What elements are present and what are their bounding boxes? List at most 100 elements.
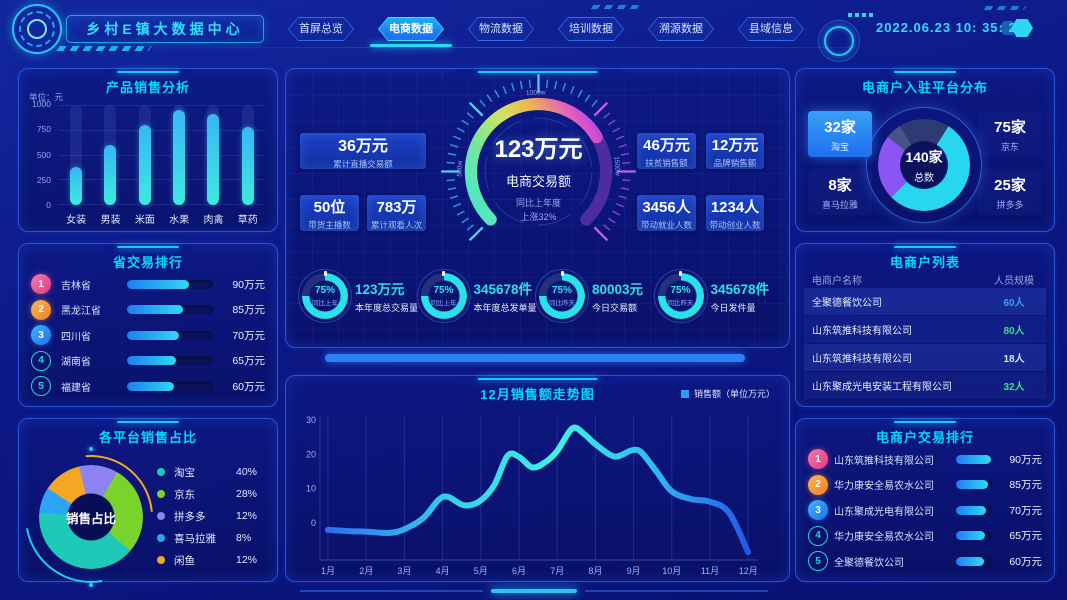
svg-text:1000w: 1000w (526, 89, 546, 97)
rank-bar-track (956, 531, 992, 540)
rank-value: 60万元 (1009, 555, 1042, 568)
rank-badge: 3 (808, 500, 828, 520)
legend-percent: 28% (236, 488, 258, 500)
kpi-label: 本年度总交易量 (355, 303, 419, 313)
rank-badge: 2 (31, 299, 51, 320)
tab-培训数据[interactable]: 培训数据 (558, 17, 624, 41)
panel-platform-distribution: 电商户入驻平台分布 32家 淘宝 75家 京东 8家 喜马拉雅 25家 拼多多 … (795, 68, 1055, 232)
merchant-size: 60人 (1003, 298, 1025, 309)
rank-badge: 3 (31, 325, 51, 345)
dist-box-pdd[interactable]: 25家 拼多多 (978, 169, 1042, 215)
page-title: 乡村E镇大数据中心 (66, 15, 264, 43)
kpi-label: 今日发件量 (710, 303, 756, 313)
tab-label: 县域信息 (739, 18, 803, 40)
kpi-value: 123万元 (355, 282, 405, 297)
rank-bar-track (956, 505, 992, 515)
rank-badge: 2 (808, 474, 828, 495)
bar-series (59, 105, 265, 205)
rank-badge: 4 (31, 350, 51, 371)
svg-text:30: 30 (306, 415, 316, 425)
dist-total-value: 140家 (905, 148, 943, 165)
footer-glow-bar (491, 589, 577, 593)
rank-row-5: 5 福建省 60万元 (31, 376, 265, 396)
tab-label: 培训数据 (559, 18, 623, 40)
app-logo-icon (12, 4, 62, 54)
legend-item-淘宝: 淘宝 40% (157, 461, 257, 483)
svg-text:10月: 10月 (662, 566, 681, 576)
rank-value: 70万元 (1009, 504, 1042, 517)
kpi-ring-center: 75% 同比上年 (302, 273, 348, 319)
legend-dot-icon (157, 468, 165, 476)
rank-row-3: 3 山东聚成光电有限公司 70万元 (808, 500, 1042, 520)
share-donut-chart: 销售占比 (0, 425, 183, 600)
kpi-ring-arc (539, 273, 585, 319)
kpi-text: 123万元本年度总交易量 (355, 278, 418, 314)
stat-value: 46万元 (643, 136, 690, 154)
stat-brand-sales: 12万元 品牌销售额 (706, 133, 764, 169)
dist-label: 淘宝 (830, 141, 849, 152)
tab-label: 电商数据 (379, 18, 443, 40)
kpi-percent: 75% (551, 285, 572, 296)
merchant-name: 全聚德餐饮公司 (812, 298, 882, 309)
kpi-donut-row: 75% 同比上年 123万元 本年度总交易量 75% 同比上年 345678件 本年度总发单量… (298, 269, 776, 323)
stat-value: 12万元 (711, 136, 759, 154)
legend-percent: 12% (236, 554, 258, 566)
rank-value: 90万元 (232, 278, 265, 291)
rank-name: 湖南省 (61, 357, 91, 368)
rank-value: 85万元 (232, 304, 265, 316)
stat-value: 3456人 (642, 198, 691, 216)
table-row: 山东筑推科技有限公司 80人 (804, 316, 1046, 343)
dist-box-taobao[interactable]: 32家 淘宝 (808, 111, 872, 157)
rank-badge: 1 (31, 274, 51, 294)
stat-label: 扶贫销售额 (645, 157, 688, 168)
datetime-display: 2022.06.23 10: 35: 23 (876, 20, 1025, 35)
x-tick: 水果 (169, 215, 190, 226)
tab-物流数据[interactable]: 物流数据 (468, 17, 534, 41)
rank-bar-track (127, 381, 213, 391)
transaction-gauge: 500w 1000w 1500w 123万元 电商交易额 同比上年度 上涨32% (436, 69, 641, 274)
ring-decoration (818, 20, 860, 62)
legend-item-喜马拉雅: 喜马拉雅 8% (157, 527, 257, 549)
tab-县域信息[interactable]: 县域信息 (738, 17, 804, 41)
settings-toggle[interactable] (993, 19, 1039, 37)
dist-box-jd[interactable]: 75家 京东 (978, 111, 1042, 157)
bar-肉禽 (207, 105, 220, 205)
kpi-value: 80003元 (592, 282, 644, 297)
scrollbar-handle[interactable] (325, 354, 745, 362)
tab-溯源数据[interactable]: 溯源数据 (648, 17, 714, 41)
y-tick: 500 (36, 149, 51, 160)
rank-bar-track (127, 330, 213, 340)
rank-bar-fill (956, 556, 984, 566)
panel-monthly-trend: 12月销售额走势图 销售额（单位万元） 1月 2月 3月 4月 5月 6月 7月 8月 9月 10… (285, 375, 790, 582)
rank-row-4: 4 华力康安全易农水公司 65万元 (808, 525, 1042, 546)
province-rank-list: 1 吉林省 90万元 2 黑龙江省 85万元 3 四川省 70万元 4 湖南省 65万元 5 福建省 60万… (31, 274, 265, 396)
kpi-percent: 75% (433, 285, 454, 296)
panel-product-sales: 产品销售分析 单位：元 1000 750 500 250 0 女装 男装 米面 水果 肉禽 草药 (18, 68, 278, 232)
legend-percent: 8% (236, 532, 252, 544)
axis-unit-label: 单位：元 (29, 92, 64, 102)
rank-badge: 1 (808, 449, 828, 469)
dist-value: 25家 (994, 176, 1026, 194)
table-row: 全聚德餐饮公司 60人 (804, 288, 1046, 315)
line-chart: 1月 2月 3月 4月 5月 6月 7月 8月 9月 10月 11月 12月 30 20 10 0 (306, 415, 758, 576)
dist-box-ximalaya[interactable]: 8家 喜马拉雅 (808, 169, 872, 215)
tab-首屏总览[interactable]: 首屏总览 (288, 17, 354, 41)
table-row: 山东聚成光电安装工程有限公司 32人 (804, 372, 1046, 399)
svg-text:11月: 11月 (701, 566, 719, 576)
x-tick: 男装 (100, 215, 121, 226)
legend-percent: 12% (236, 510, 258, 522)
tab-label: 溯源数据 (649, 18, 713, 40)
bar-fill (138, 125, 151, 205)
rank-bar-fill (956, 505, 987, 515)
kpi-note: 同比昨天 (667, 300, 694, 307)
legend-item-京东: 京东 28% (157, 483, 257, 505)
kpi-ring: 75% 同比上年 (298, 269, 352, 323)
merchant-size: 18人 (1003, 354, 1025, 365)
rank-row-5: 5 全聚德餐饮公司 60万元 (808, 551, 1042, 571)
x-tick: 女装 (66, 215, 87, 226)
stat-startups: 1234人 带动创业人数 (706, 195, 764, 231)
column-header-name: 电商户名称 (812, 276, 862, 287)
table-row: 山东筑推科技有限公司 18人 (804, 344, 1046, 371)
kpi-ring: 75% 同比昨天 (653, 269, 708, 323)
tab-电商数据[interactable]: 电商数据 (378, 17, 444, 41)
